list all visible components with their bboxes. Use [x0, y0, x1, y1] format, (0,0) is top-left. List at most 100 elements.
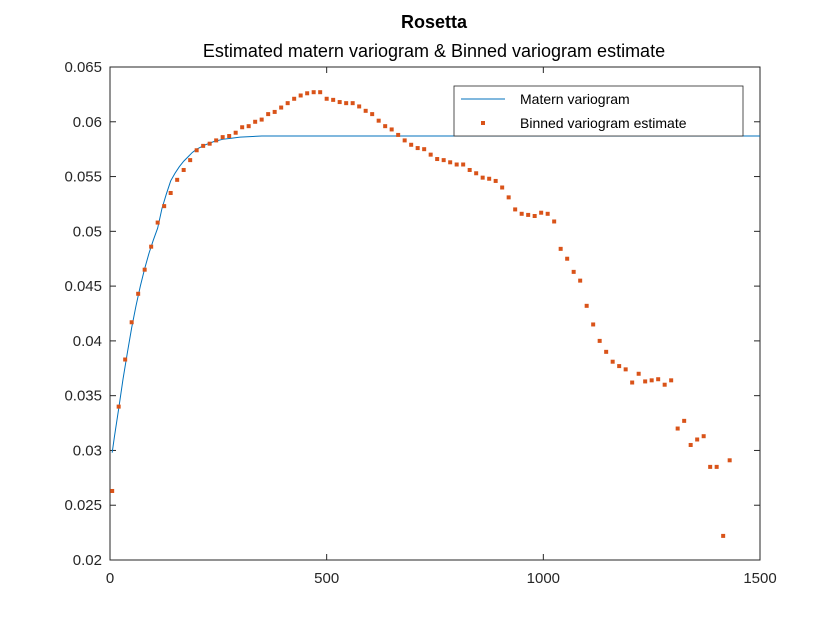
binned-estimate-point	[519, 211, 524, 216]
binned-estimate-point	[207, 141, 212, 146]
x-tick-label: 1000	[527, 570, 560, 587]
x-tick-label: 0	[106, 570, 114, 587]
binned-estimate-point	[552, 219, 557, 224]
binned-estimate-point	[344, 101, 349, 106]
chart-subtitle: Estimated matern variogram & Binned vari…	[203, 41, 665, 61]
binned-estimate-point	[532, 214, 537, 218]
binned-estimate-point	[331, 97, 336, 102]
y-tick-label: 0.035	[64, 388, 102, 405]
binned-estimate-point	[240, 125, 245, 130]
binned-estimate-point	[155, 220, 160, 225]
binned-estimate-point	[253, 119, 258, 124]
binned-estimate-point	[682, 418, 687, 423]
binned-estimate-point	[604, 349, 609, 354]
binned-estimate-point	[227, 134, 232, 139]
legend-label-binned: Binned variogram estimate	[520, 115, 687, 131]
binned-estimate-point	[513, 207, 518, 212]
binned-estimate-point	[383, 124, 388, 129]
binned-estimate-point	[610, 359, 615, 364]
axes: 0 500 1000 1500 0.02 0.025 0.03 0.035 0.04 0.045 0…	[64, 59, 776, 587]
binned-estimate-point	[558, 246, 563, 251]
binned-estimate-point	[305, 91, 310, 96]
y-tick-label: 0.06	[73, 114, 102, 131]
binned-estimate-point	[454, 162, 459, 167]
binned-estimate-point	[727, 458, 732, 463]
binned-estimate-point	[526, 212, 531, 217]
binned-estimate-point	[318, 90, 323, 95]
binned-estimate-point	[409, 142, 414, 147]
binned-estimate-point	[701, 434, 706, 439]
binned-estimate-point	[565, 256, 570, 261]
binned-estimate-point	[474, 171, 479, 176]
binned-estimate-point	[246, 124, 251, 129]
binned-estimate-point	[461, 162, 466, 167]
binned-estimate-point	[623, 367, 628, 372]
y-tick-label: 0.04	[73, 333, 102, 350]
binned-estimate-point	[110, 488, 115, 493]
binned-estimate-point	[617, 364, 622, 369]
binned-estimate-point	[357, 104, 362, 109]
binned-estimate-point	[545, 211, 550, 216]
binned-estimate-point	[695, 437, 700, 442]
binned-estimate-point	[142, 267, 147, 272]
binned-estimate-point	[285, 101, 290, 106]
binned-estimate-point	[337, 100, 342, 105]
binned-estimate-point	[506, 195, 511, 200]
y-tick-label: 0.05	[73, 223, 102, 240]
binned-estimate-point	[311, 90, 316, 95]
binned-estimate-point	[591, 322, 596, 327]
binned-estimate-point	[363, 108, 368, 113]
binned-estimate-point	[571, 269, 576, 274]
binned-estimate-point	[714, 464, 719, 469]
binned-estimate-point	[201, 143, 206, 148]
binned-estimate-point	[649, 378, 654, 383]
binned-estimate-point	[324, 96, 329, 101]
legend-marker-swatch	[481, 121, 485, 125]
binned-estimate-point	[129, 320, 134, 325]
legend-label-matern: Matern variogram	[520, 91, 630, 107]
binned-estimate-point	[578, 278, 583, 283]
y-tick-label: 0.025	[64, 497, 102, 514]
binned-estimate-point	[350, 101, 355, 106]
binned-estimate-point	[480, 175, 485, 180]
binned-estimate-point	[402, 138, 407, 143]
binned-estimate-point	[415, 146, 420, 151]
binned-estimate-point	[539, 210, 544, 215]
binned-estimate-point	[376, 118, 381, 123]
binned-estimate-point	[675, 426, 680, 431]
binned-estimate-point	[259, 117, 264, 122]
binned-estimate-point	[149, 244, 154, 249]
binned-estimate-point	[435, 157, 440, 162]
x-tick-label: 1500	[743, 570, 776, 587]
binned-estimate-point	[162, 204, 167, 209]
binned-estimate-point	[298, 93, 303, 98]
binned-estimate-point	[428, 152, 433, 157]
binned-estimate-point	[467, 167, 472, 172]
y-tick-label: 0.065	[64, 59, 102, 76]
binned-estimate-point	[441, 158, 446, 163]
binned-estimate-point	[396, 132, 401, 137]
y-tick-label: 0.03	[73, 442, 102, 459]
x-tick-label: 500	[314, 570, 339, 587]
binned-estimate-point	[175, 177, 180, 182]
binned-estimate-point	[220, 135, 225, 140]
y-tick-label: 0.045	[64, 278, 102, 295]
binned-estimate-point	[123, 357, 128, 362]
y-tick-label: 0.02	[73, 552, 102, 569]
binned-estimate-point	[389, 127, 394, 132]
binned-estimate-point	[721, 533, 726, 538]
binned-estimate-point	[266, 112, 271, 117]
binned-estimate-point	[630, 380, 635, 385]
plot-area	[109, 66, 761, 561]
binned-estimate-point	[708, 464, 713, 469]
binned-estimate-point	[643, 379, 648, 384]
binned-estimate-point	[669, 378, 674, 383]
binned-estimate-point	[597, 338, 602, 343]
binned-estimate-point	[279, 105, 284, 110]
binned-estimate-point	[168, 190, 173, 195]
binned-estimate-point	[656, 377, 661, 382]
legend: Matern variogram Binned variogram estima…	[453, 85, 744, 137]
binned-estimate-point	[636, 371, 641, 376]
binned-estimate-point	[422, 147, 427, 152]
